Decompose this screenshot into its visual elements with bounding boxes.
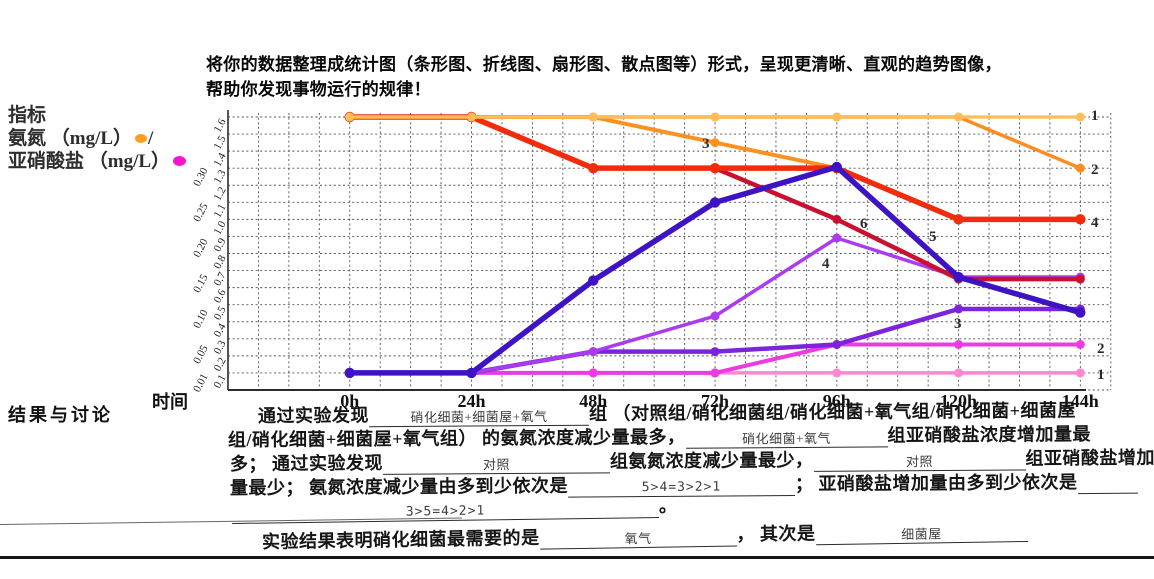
intro-line-1: 将你的数据整理成统计图（条形图、折线图、扇形图、散点图等）形式，呈现更清晰、直观… xyxy=(206,55,1002,74)
blank-answer: 硝化细菌+细菌屋+氧气 xyxy=(410,409,548,426)
legend-separator: / xyxy=(148,128,154,149)
svg-text:1.5: 1.5 xyxy=(212,133,229,151)
svg-text:120h: 120h xyxy=(940,391,977,411)
svg-text:0.30: 0.30 xyxy=(191,165,211,188)
series-ammonia-group-1 xyxy=(345,112,1085,122)
svg-text:1.2: 1.2 xyxy=(212,185,229,203)
page-bottom-border xyxy=(0,556,1154,559)
blank-answer: 细菌屋 xyxy=(901,526,942,543)
svg-text:0.6: 0.6 xyxy=(212,287,229,305)
intro-line-2: 帮助你发现事物运行的规律！ xyxy=(206,80,431,99)
svg-text:5: 5 xyxy=(929,229,937,245)
svg-text:0.01: 0.01 xyxy=(191,372,211,395)
svg-text:3: 3 xyxy=(702,136,710,152)
results-text: 组亚硝酸盐增加 xyxy=(1025,447,1154,469)
fill-in-blank-second-needed: 细菌屋 xyxy=(815,526,1028,546)
svg-text:0.05: 0.05 xyxy=(191,343,211,366)
svg-text:0.1: 0.1 xyxy=(212,373,229,391)
blank-answer: 对照 xyxy=(905,454,934,470)
ammonia-legend-label: 氨氮 （mg/L） xyxy=(8,128,133,149)
series-nitrite-group-5 xyxy=(344,161,1086,379)
svg-text:0.15: 0.15 xyxy=(191,272,211,295)
chart-grid xyxy=(227,113,1112,391)
svg-text:6: 6 xyxy=(860,216,868,232)
results-heading: 结果与讨论 xyxy=(8,405,113,425)
svg-text:0.3: 0.3 xyxy=(212,338,229,356)
legend-ammonia-row: 氨氮 （mg/L） / xyxy=(8,127,187,150)
axis-legend: 指标 氨氮 （mg/L） / 亚硝酸盐 （mg/L） xyxy=(8,104,187,173)
legend-title: 指标 xyxy=(8,105,47,126)
results-text: 多； 通过实验发现 xyxy=(229,452,384,474)
svg-text:3: 3 xyxy=(954,316,962,332)
svg-text:0.20: 0.20 xyxy=(191,236,211,259)
results-text: ； 亚硝酸盐增加量由多到少依次是 xyxy=(794,472,1078,495)
nitrite-legend-label: 亚硝酸盐 （mg/L） xyxy=(8,151,171,172)
blank-answer: 对照 xyxy=(482,457,511,473)
svg-text:0.5: 0.5 xyxy=(212,304,229,322)
svg-text:0.8: 0.8 xyxy=(212,253,229,271)
svg-text:0.10: 0.10 xyxy=(191,307,211,330)
ammonia-tick-labels: 0.10.20.30.40.50.60.70.80.91.01.11.21.31… xyxy=(212,116,229,390)
line-number-labels: 3 6 5 4 3 1 2 4 2 1 xyxy=(702,108,1105,383)
svg-text:1: 1 xyxy=(1091,108,1099,124)
svg-text:1.6: 1.6 xyxy=(212,116,229,134)
x-axis-title: 时间 xyxy=(152,392,188,412)
blank-answer: 硝化细菌+氧气 xyxy=(742,431,832,447)
nitrite-tick-labels: 0.01 0.05 0.10 0.15 0.20 0.25 0.30 xyxy=(191,165,211,394)
svg-text:4: 4 xyxy=(822,256,830,272)
svg-text:2: 2 xyxy=(1091,162,1099,178)
svg-text:1.1: 1.1 xyxy=(212,202,229,220)
nitrite-color-dot-icon xyxy=(173,156,187,167)
svg-text:0.7: 0.7 xyxy=(212,270,229,288)
svg-text:1: 1 xyxy=(1097,367,1105,383)
ammonia-color-dot-icon xyxy=(135,133,148,143)
svg-text:4: 4 xyxy=(1091,215,1099,231)
results-text: 组氨氮浓度减少量最少， xyxy=(609,449,814,472)
results-text: 实验结果表明硝化细菌最需要的是 xyxy=(261,527,540,552)
intro-text: 将你的数据整理成统计图（条形图、折线图、扇形图、散点图等）形式，呈现更清晰、直观… xyxy=(206,52,1154,102)
svg-text:0.4: 0.4 xyxy=(212,321,229,339)
results-text: ， 其次是 xyxy=(736,523,816,545)
svg-text:96h: 96h xyxy=(823,391,851,411)
svg-text:2: 2 xyxy=(1097,341,1105,357)
fill-in-blank-continued xyxy=(1077,491,1138,495)
svg-text:0.2: 0.2 xyxy=(212,356,229,374)
svg-text:1.0: 1.0 xyxy=(212,219,229,237)
svg-text:48h: 48h xyxy=(579,391,607,411)
svg-text:0.25: 0.25 xyxy=(191,201,211,224)
results-text: 。 xyxy=(658,495,678,517)
fill-in-blank-most-needed: 氧气 xyxy=(539,530,737,550)
svg-text:144h: 144h xyxy=(1062,391,1099,411)
x-tick-labels: 0h 24h 48h 72h 96h 120h 144h xyxy=(340,391,1099,411)
results-text: 通过实验发现 xyxy=(257,405,370,426)
results-text: 组亚硝酸盐浓度增加量最 xyxy=(887,423,1092,446)
svg-text:0h: 0h xyxy=(340,391,359,411)
legend-nitrite-row: 亚硝酸盐 （mg/L） xyxy=(8,150,187,173)
chart-axes xyxy=(227,110,1086,391)
svg-text:24h: 24h xyxy=(457,391,485,411)
svg-text:0.9: 0.9 xyxy=(212,236,229,254)
svg-text:72h: 72h xyxy=(701,391,729,411)
svg-text:1.4: 1.4 xyxy=(212,150,229,168)
blank-answer: 氧气 xyxy=(624,531,652,547)
svg-text:1.3: 1.3 xyxy=(212,168,229,186)
